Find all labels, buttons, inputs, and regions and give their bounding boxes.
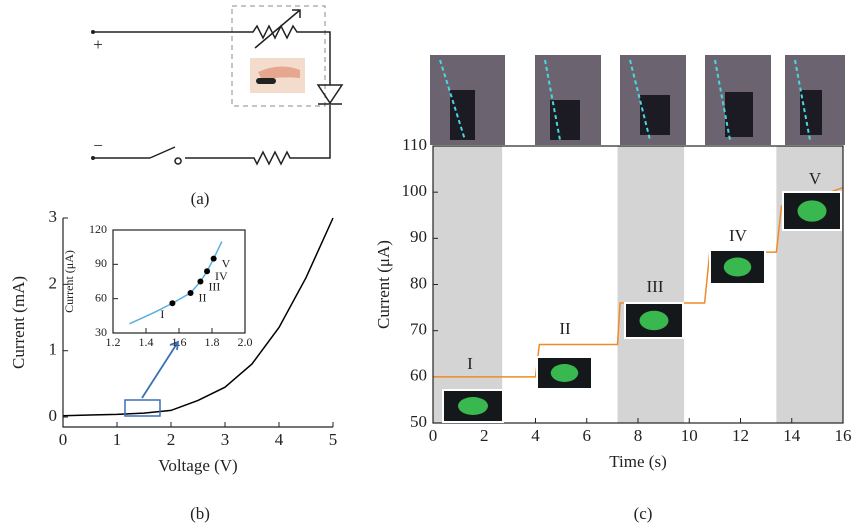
axes (62, 218, 333, 428)
x-axis-label: Time (s) (609, 452, 666, 471)
x-tick-label: 0 (59, 430, 68, 449)
plot: 1.2 1.4 1.6 1.8 2.0306090120IIIIIIIVVCurrent… (62, 222, 253, 349)
y-tick-label: 3 (49, 207, 58, 226)
y-tick-label: 60 (95, 290, 107, 304)
led-glow (458, 397, 488, 415)
x-tick-label: 2.0 (238, 335, 253, 349)
zoom-arrow (141, 340, 180, 399)
plot: 0 1 2 3 4 5 0 1 2 3 Voltage (V) Current (mA) (b) (9, 207, 337, 523)
y-tick-label: 1 (49, 340, 58, 359)
x-tick-label: 1.4 (139, 335, 154, 349)
caption: (c) (634, 504, 653, 523)
annotation: V (809, 169, 822, 188)
photo-detail (550, 100, 580, 140)
y-tick-label: 50 (410, 412, 427, 431)
dashed-box (231, 5, 326, 107)
x-tick-label: 2 (480, 426, 489, 445)
x-tick-label: 16 (835, 426, 852, 445)
annotation: I (467, 354, 473, 373)
y-tick-label: 90 (410, 227, 427, 246)
frame (432, 145, 844, 424)
data-point (197, 278, 204, 285)
x-tick-label: 8 (634, 426, 643, 445)
y-tick-label: 2 (49, 273, 58, 292)
y-tick-label: 0 (49, 406, 58, 425)
led-glow (797, 200, 827, 222)
caption: (b) (190, 504, 210, 523)
y-tick-label: 30 (95, 325, 107, 339)
x-tick-label: 1 (113, 430, 122, 449)
data-point (169, 300, 176, 307)
x-tick-label: 10 (681, 426, 698, 445)
data-line (62, 217, 334, 417)
plot: 0 2 4 6 8 10 12 14 16 50 60 70 80 90 100 110 Time (s) Cur… (374, 135, 852, 523)
x-tick-label: 1.8 (205, 335, 220, 349)
terminal (91, 156, 95, 160)
photo-detail (450, 90, 475, 140)
finger (258, 66, 300, 80)
y-tick-label: 120 (89, 222, 107, 236)
led-glow (639, 310, 669, 331)
x-tick-label: 14 (783, 426, 801, 445)
zoom-box (124, 399, 161, 417)
terminal (91, 30, 95, 34)
annotation: II (559, 319, 571, 338)
shaded-region (617, 146, 685, 423)
x-tick-label: 5 (329, 430, 338, 449)
point-label: II (199, 291, 207, 305)
y-tick-label: 60 (410, 366, 427, 385)
y-tick-label: 90 (95, 256, 107, 270)
point-label: III (208, 279, 220, 293)
data-point (204, 268, 211, 275)
led-photo (442, 389, 504, 423)
caption: (a) (191, 189, 210, 208)
diode (316, 84, 344, 105)
annotation: IV (729, 226, 748, 245)
photo-detail (800, 90, 822, 135)
point-label: V (222, 256, 231, 270)
y-tick-label: 80 (410, 273, 427, 292)
y-tick-label: 100 (402, 181, 428, 200)
y-axis-label: Current (μA) (374, 240, 393, 329)
x-tick-label: 6 (583, 426, 592, 445)
photo-detail (640, 95, 670, 135)
y-axis-label: Current (μA) (62, 250, 76, 313)
frame (112, 229, 246, 334)
x-tick-label: 1.6 (172, 335, 187, 349)
plus-label: + (93, 35, 103, 54)
point-label: IV (215, 269, 228, 283)
x-tick-label: 3 (221, 430, 230, 449)
x-axis-label: Voltage (V) (158, 456, 237, 475)
y-tick-label: 70 (410, 320, 427, 339)
point-label: I (160, 307, 164, 321)
x-tick-label: 2 (167, 430, 176, 449)
x-tick-label: 4 (531, 426, 540, 445)
led-glow (723, 257, 752, 277)
inset-bg (113, 230, 245, 333)
x-tick-label: 0 (429, 426, 438, 445)
annotation: III (647, 277, 664, 296)
y-axis-label: Current (mA) (9, 276, 28, 369)
variable-arrow (254, 9, 301, 49)
data-point (210, 255, 217, 262)
x-tick-label: 1.2 (106, 335, 121, 349)
wire (93, 24, 331, 166)
shaded-region (433, 146, 503, 423)
photos (430, 55, 845, 145)
data-point (187, 289, 194, 296)
x-tick-label: 4 (275, 430, 284, 449)
led-glow (550, 364, 579, 382)
x-tick-label: 12 (732, 426, 749, 445)
sensor (256, 78, 276, 84)
minus-label: − (93, 136, 103, 155)
photo-detail (725, 92, 753, 137)
circuit: + − (a) (91, 5, 344, 208)
y-tick-label: 110 (402, 135, 427, 154)
